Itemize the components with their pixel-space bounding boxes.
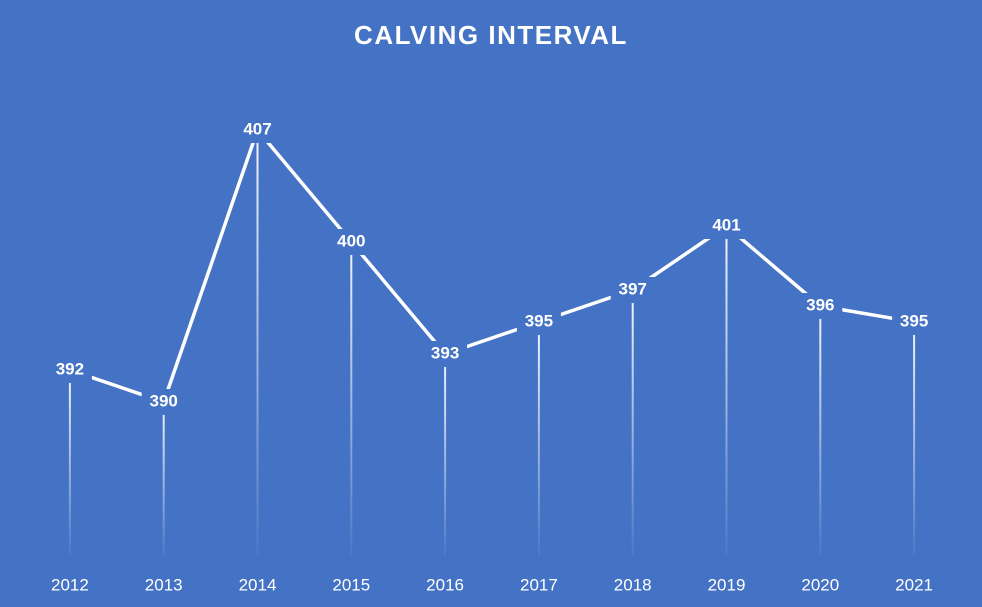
x-tick-label: 2018 [614, 575, 652, 594]
data-label: 393 [431, 343, 459, 362]
data-label: 397 [619, 279, 647, 298]
label-background [423, 341, 468, 367]
data-label: 396 [806, 295, 834, 314]
x-tick-label: 2021 [895, 575, 933, 594]
drop-line [725, 226, 728, 555]
x-tick-label: 2015 [332, 575, 370, 594]
drop-line [819, 306, 822, 555]
label-background [516, 309, 561, 335]
data-label: 400 [337, 231, 365, 250]
label-background [892, 309, 937, 335]
label-background [141, 389, 186, 415]
data-label: 390 [150, 391, 178, 410]
label-background [47, 357, 92, 383]
data-label: 407 [243, 119, 271, 138]
x-tick-label: 2014 [239, 575, 277, 594]
drop-line [256, 130, 259, 555]
drop-line [350, 242, 353, 555]
drop-line [68, 370, 71, 555]
label-background [704, 213, 749, 239]
data-label: 401 [712, 215, 740, 234]
data-label: 395 [525, 311, 553, 330]
x-tick-label: 2012 [51, 575, 89, 594]
drop-line [537, 322, 540, 555]
chart-title: CALVING INTERVAL [354, 20, 628, 50]
label-background [235, 117, 280, 143]
x-tick-label: 2013 [145, 575, 183, 594]
label-background [329, 229, 374, 255]
x-tick-label: 2020 [801, 575, 839, 594]
drop-line [444, 354, 447, 555]
data-label: 395 [900, 311, 928, 330]
label-background [798, 293, 843, 319]
drop-line [162, 402, 165, 555]
drop-line [631, 290, 634, 555]
label-background [610, 277, 655, 303]
x-tick-label: 2019 [708, 575, 746, 594]
x-tick-label: 2017 [520, 575, 558, 594]
data-line [69, 128, 915, 404]
x-tick-label: 2016 [426, 575, 464, 594]
drop-line [913, 322, 916, 555]
data-label: 392 [56, 359, 84, 378]
